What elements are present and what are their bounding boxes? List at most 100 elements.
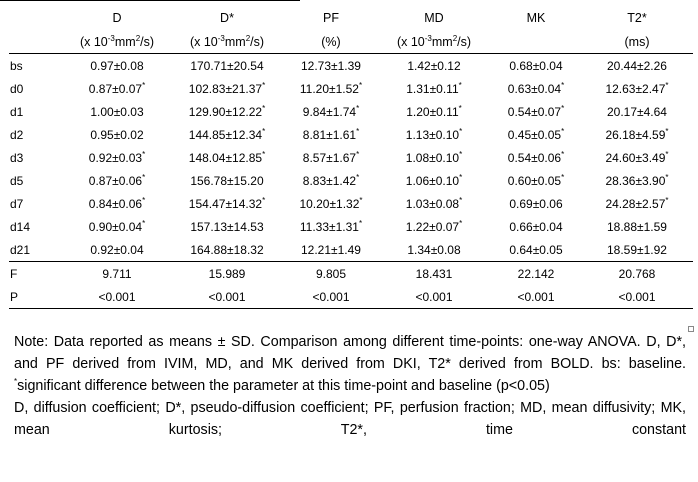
table-cell: 20.17±4.64 [607, 104, 667, 119]
table-cell: 12.21±1.49 [301, 242, 361, 257]
table-cell: 9.84±1.74* [302, 103, 360, 119]
stats-cell: <0.001 [169, 285, 285, 309]
column-header: T2* [627, 11, 647, 25]
row-label: P [9, 285, 65, 309]
column-header: D* [220, 11, 234, 25]
table-cell: 0.87±0.06* [88, 172, 146, 188]
table-cell: 0.69±0.06 [509, 196, 563, 211]
table-notes: Note: Data reported as means ± SD. Compa… [14, 331, 686, 441]
top-border-fragment [0, 0, 300, 1]
row-label: F [9, 261, 65, 285]
table-cell: 0.63±0.04* [507, 80, 565, 96]
table-row: d3 0.92±0.03* 148.04±12.85* 8.57±1.67* 1.08±… [9, 146, 693, 169]
table-cell: 0.95±0.02 [90, 127, 144, 142]
table-cell: 1.13±0.10* [405, 126, 463, 142]
column-header: D [112, 11, 122, 25]
table-cell: 1.03±0.08* [405, 195, 463, 211]
table-row: d7 0.84±0.06* 154.47±14.32* 10.20±1.32* 1.03… [9, 192, 693, 215]
table-row: d21 0.92±0.04 164.88±18.32 12.21±1.49 1.34±0… [9, 238, 693, 262]
stats-cell: 20.768 [581, 261, 693, 285]
significance-note: *significant difference between the para… [14, 377, 550, 394]
table-cell: 10.20±1.32* [299, 195, 363, 211]
table-cell: 0.68±0.04 [509, 58, 563, 73]
stats-row: P <0.001 <0.001 <0.001 <0.001 <0.001 <0.001 [9, 285, 693, 309]
column-header: MD [424, 11, 444, 25]
table-row: d5 0.87±0.06* 156.78±15.20 8.83±1.42* 1.06±0… [9, 169, 693, 192]
table-cell: 154.47±14.32* [188, 195, 266, 211]
table-row: d2 0.95±0.02 144.85±12.34* 8.81±1.61* 1.13±0… [9, 123, 693, 146]
row-label: d14 [10, 219, 31, 234]
stats-cell: 15.989 [169, 261, 285, 285]
row-label: d0 [10, 81, 24, 96]
column-header: PF [323, 11, 339, 25]
table-cell: 1.22±0.07* [405, 218, 463, 234]
abbreviations-note: D, diffusion coefficient; D*, pseudo-dif… [14, 400, 686, 438]
table-cell: 24.60±3.49* [605, 149, 669, 165]
table-cell: 1.06±0.10* [405, 172, 463, 188]
stats-cell: 9.805 [285, 261, 377, 285]
row-label: d5 [10, 173, 24, 188]
column-unit [491, 30, 581, 54]
stats-cell: <0.001 [285, 285, 377, 309]
table-cell: 148.04±12.85* [188, 149, 266, 165]
stats-cell: <0.001 [65, 285, 169, 309]
table-cell: 18.59±1.92 [607, 242, 667, 257]
table-cell: 0.87±0.07* [88, 80, 146, 96]
table-cell: 12.73±1.39 [301, 58, 361, 73]
row-label: d3 [10, 150, 24, 165]
column-unit: (%) [285, 30, 377, 54]
column-header: MK [526, 11, 546, 25]
table-row: d1 1.00±0.03 129.90±12.22* 9.84±1.74* 1.20±0… [9, 100, 693, 123]
table-cell: 0.54±0.06* [507, 149, 565, 165]
table-cell: 11.33±1.31* [299, 218, 363, 234]
table-cell: 0.84±0.06* [88, 195, 146, 211]
table-cell: 164.88±18.32 [190, 242, 264, 257]
table-cell: 28.36±3.90* [605, 172, 669, 188]
table-cell: 1.00±0.03 [90, 104, 144, 119]
row-label: d7 [10, 196, 24, 211]
table-resize-handle[interactable] [688, 326, 694, 332]
table-cell: 0.90±0.04* [88, 218, 146, 234]
table-row: d0 0.87±0.07* 102.83±21.37* 11.20±1.52* 1.31… [9, 77, 693, 100]
table-row: bs 0.97±0.08 170.71±20.54 12.73±1.39 1.42±0.… [9, 54, 693, 78]
table-cell: 8.57±1.67* [302, 149, 360, 165]
column-unit: (x 10-3mm2/s) [377, 30, 491, 54]
table-cell: 156.78±15.20 [190, 173, 264, 188]
stats-cell: <0.001 [491, 285, 581, 309]
column-unit: (x 10-3mm2/s) [169, 30, 285, 54]
table-cell: 157.13±14.53 [190, 219, 264, 234]
table-cell: 8.81±1.61* [302, 126, 360, 142]
table-cell: 170.71±20.54 [190, 58, 264, 73]
row-label: bs [10, 58, 23, 73]
results-table: D D* PF MD MK T2* (x 10-3mm2/s) (x 10-3mm2/s)(… [9, 6, 693, 309]
table-cell: 18.88±1.59 [607, 219, 667, 234]
table-cell: 1.20±0.11* [406, 103, 462, 119]
table-cell: 8.83±1.42* [302, 172, 360, 188]
column-unit: (x 10-3mm2/s) [65, 30, 169, 54]
table-cell: 0.45±0.05* [507, 126, 565, 142]
table-cell: 11.20±1.52* [299, 80, 363, 96]
header-row-label-units [9, 30, 65, 54]
stats-cell: 9.711 [65, 261, 169, 285]
table-cell: 0.97±0.08 [90, 58, 144, 73]
table-cell: 1.08±0.10* [405, 149, 463, 165]
row-label: d1 [10, 104, 24, 119]
table-cell: 129.90±12.22* [188, 103, 266, 119]
table-cell: 0.92±0.04 [90, 242, 144, 257]
row-label: d21 [10, 242, 31, 257]
table-cell: 20.44±2.26 [607, 58, 667, 73]
table-row: d14 0.90±0.04* 157.13±14.53 11.33±1.31* 1.22… [9, 215, 693, 238]
table-cell: 144.85±12.34* [188, 126, 266, 142]
table-cell: 12.63±2.47* [605, 80, 669, 96]
table-cell: 1.42±0.12 [407, 58, 461, 73]
stats-cell: <0.001 [377, 285, 491, 309]
column-unit: (ms) [581, 30, 693, 54]
table-cell: 26.18±4.59* [605, 126, 669, 142]
table-cell: 102.83±21.37* [188, 80, 266, 96]
table-cell: 24.28±2.57* [605, 195, 669, 211]
stats-cell: 18.431 [377, 261, 491, 285]
table-cell: 0.64±0.05 [509, 242, 563, 257]
table-cell: 1.31±0.11* [406, 80, 462, 96]
row-label: d2 [10, 127, 24, 142]
